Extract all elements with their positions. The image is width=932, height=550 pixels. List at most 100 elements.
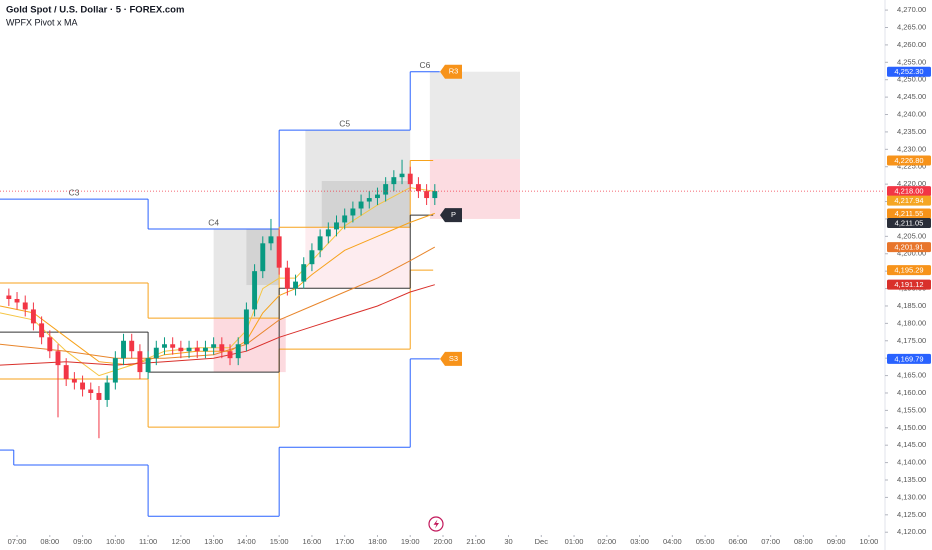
candle-body xyxy=(383,184,389,195)
candle-body xyxy=(55,351,61,366)
x-tick-label: 15:00 xyxy=(270,537,289,546)
level-label: C6 xyxy=(420,60,431,70)
y-tick-label: 4,120.00 xyxy=(897,527,926,536)
x-tick-label: 09:00 xyxy=(827,537,846,546)
candle-body xyxy=(22,302,28,310)
candle-body xyxy=(178,347,184,352)
y-tick-label: 4,220.00 xyxy=(897,179,926,188)
x-tick-label: 16:00 xyxy=(303,537,322,546)
price-label: 4,191.12 xyxy=(894,280,923,289)
candle-body xyxy=(129,340,135,352)
x-tick-label: 17:00 xyxy=(335,537,354,546)
y-tick-label: 4,180.00 xyxy=(897,318,926,327)
replay-icon[interactable] xyxy=(428,516,444,532)
x-tick-label: 05:00 xyxy=(696,537,715,546)
x-tick-label: 08:00 xyxy=(40,537,59,546)
y-tick-label: 4,205.00 xyxy=(897,231,926,240)
candle-body xyxy=(268,236,274,244)
indicator-name: WPFX Pivot x MA xyxy=(6,17,78,27)
candle-body xyxy=(71,379,77,383)
candle-body xyxy=(301,264,307,282)
y-tick-label: 4,265.00 xyxy=(897,22,926,31)
price-label-bg xyxy=(887,208,931,219)
candle-body xyxy=(104,382,110,400)
x-tick-label: 11:00 xyxy=(139,537,157,546)
y-tick-label: 4,160.00 xyxy=(897,388,926,397)
x-tick-label: 07:00 xyxy=(761,537,780,546)
candle-body xyxy=(153,347,159,359)
candle-body xyxy=(145,358,151,373)
y-tick-label: 4,185.00 xyxy=(897,301,926,310)
y-tick-label: 4,230.00 xyxy=(897,144,926,153)
candle-body xyxy=(325,229,331,237)
y-tick-label: 4,245.00 xyxy=(897,92,926,101)
candle-body xyxy=(170,344,176,348)
y-tick-label: 4,165.00 xyxy=(897,371,926,380)
y-tick-label: 4,270.00 xyxy=(897,5,926,14)
candle-body xyxy=(235,344,241,359)
candle-body xyxy=(432,191,438,199)
price-label: 4,195.29 xyxy=(894,266,923,275)
price-label-bg xyxy=(887,195,931,206)
x-tick-label: 19:00 xyxy=(401,537,420,546)
level-tag: P xyxy=(451,210,456,219)
moving-average xyxy=(0,246,436,359)
candle-body xyxy=(96,392,102,400)
price-label: 4,218.00 xyxy=(894,187,923,196)
range-box xyxy=(213,318,286,373)
price-label-bg xyxy=(887,353,931,364)
chart-title: Gold Spot / U.S. Dollar · 5 · FOREX.com xyxy=(6,5,184,16)
price-label-bg xyxy=(887,66,931,77)
candle-body xyxy=(366,198,372,202)
range-box xyxy=(429,71,520,160)
candle-body xyxy=(350,208,356,216)
candle-body xyxy=(243,309,249,345)
price-label-bg xyxy=(887,265,931,276)
x-tick-label: 20:00 xyxy=(434,537,453,546)
y-tick-label: 4,130.00 xyxy=(897,492,926,501)
level-tag: R3 xyxy=(449,67,459,76)
x-tick-label: 12:00 xyxy=(171,537,190,546)
x-tick-label: 08:00 xyxy=(794,537,813,546)
x-tick-label: 18:00 xyxy=(368,537,387,546)
x-tick-label: 07:00 xyxy=(8,537,27,546)
price-label: 4,226.80 xyxy=(894,156,923,165)
candle-body xyxy=(309,250,315,265)
y-tick-label: 4,225.00 xyxy=(897,162,926,171)
candle-body xyxy=(30,309,36,324)
candle-body xyxy=(137,351,143,373)
level-label: C3 xyxy=(69,187,80,197)
level-tag-bg xyxy=(440,64,462,79)
price-label-bg xyxy=(887,279,931,290)
x-tick-label: 03:00 xyxy=(630,537,649,546)
price-label: 4,169.79 xyxy=(894,354,923,363)
range-box xyxy=(321,181,411,228)
level-label: C5 xyxy=(339,118,350,128)
candle-body xyxy=(6,295,12,300)
candle-body xyxy=(202,347,208,352)
candle-body xyxy=(284,267,290,289)
x-tick-label: 06:00 xyxy=(728,537,747,546)
y-tick-label: 4,125.00 xyxy=(897,510,926,519)
candle-body xyxy=(317,236,323,251)
x-tick-label: 30 xyxy=(504,537,512,546)
candle-body xyxy=(63,365,69,380)
candle-body xyxy=(219,344,225,352)
candle-body xyxy=(211,344,217,348)
y-tick-label: 4,255.00 xyxy=(897,57,926,66)
y-tick-label: 4,175.00 xyxy=(897,336,926,345)
price-label: 4,211.55 xyxy=(895,209,924,218)
candle-body xyxy=(342,215,348,223)
range-box xyxy=(305,227,411,289)
y-tick-label: 4,150.00 xyxy=(897,423,926,432)
price-label: 4,217.94 xyxy=(894,196,923,205)
candle-body xyxy=(47,337,53,352)
price-label: 4,211.05 xyxy=(895,219,924,228)
candle-body xyxy=(399,173,405,178)
candle-body xyxy=(293,281,299,289)
candle-body xyxy=(276,236,282,268)
candle-body xyxy=(194,347,200,352)
range-box xyxy=(429,159,520,219)
candle-body xyxy=(407,173,413,185)
candle-body xyxy=(375,194,380,199)
